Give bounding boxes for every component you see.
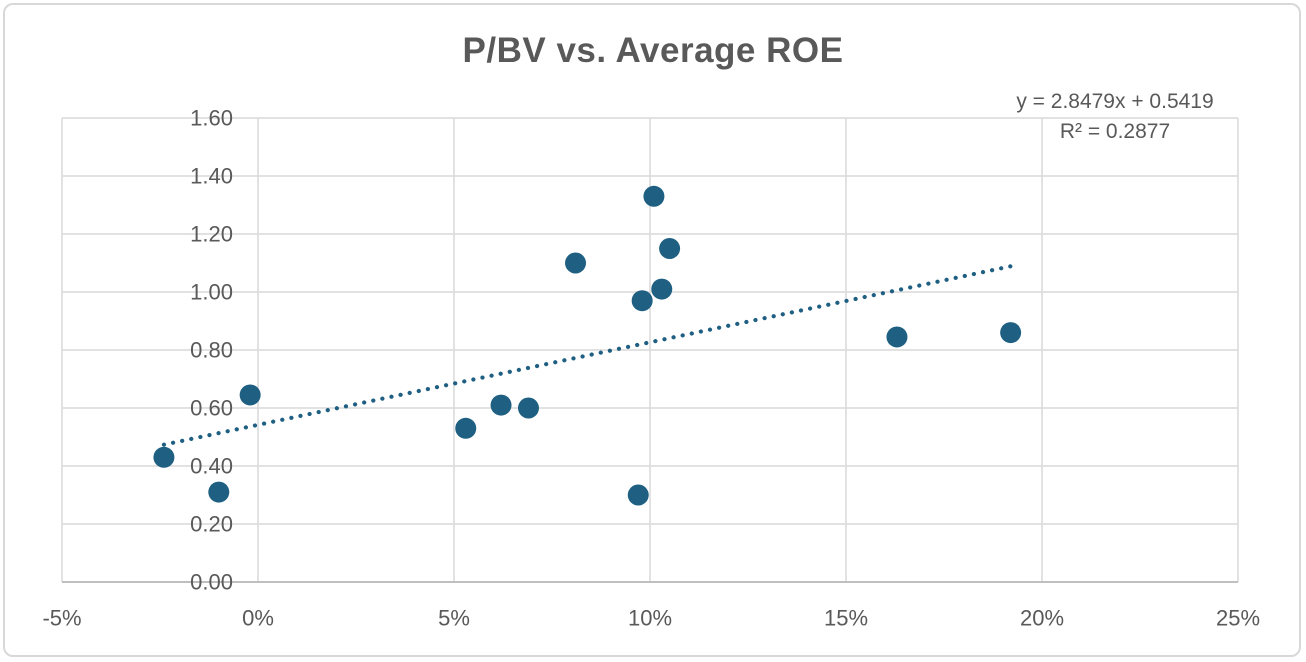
data-point[interactable] [455,417,477,439]
trendline-r-squared: R² = 0.2877 [1059,119,1171,143]
y-tick-label: 0.80 [190,338,233,363]
trendline-equation: y = 2.8479x + 0.5419 [1016,90,1214,113]
data-point[interactable] [517,397,539,419]
y-tick-label: 0.00 [190,570,233,595]
data-point[interactable] [208,481,230,503]
y-tick-label: 0.40 [190,454,233,479]
x-tick-label: 25% [1216,606,1260,631]
x-tick-label: 20% [1020,606,1064,631]
data-point[interactable] [239,384,261,406]
trendline-annotation: y = 2.8479x + 0.5419 R² = 0.2877 [975,87,1255,147]
trendline[interactable] [161,262,1019,447]
y-tick-label: 0.20 [190,512,233,537]
x-tick-label: 0% [242,606,274,631]
data-point[interactable] [490,394,512,416]
data-point[interactable] [659,238,681,259]
chart-title: P/BV vs. Average ROE [462,31,844,70]
y-tick-label: 1.40 [190,164,233,189]
data-point[interactable] [153,446,175,468]
data-point[interactable] [651,278,673,300]
data-point[interactable] [627,484,649,506]
data-point[interactable] [565,252,587,274]
y-tick-label: 1.00 [190,280,233,305]
data-point[interactable] [643,185,665,207]
x-tick-label: 10% [628,606,672,631]
y-tick-label: 1.60 [190,106,233,131]
data-point[interactable] [886,326,908,348]
y-tick-label: 0.60 [190,396,233,421]
x-tick-label: -5% [42,606,81,631]
y-tick-label: 1.20 [190,222,233,247]
data-point[interactable] [1000,322,1022,344]
x-tick-label: 15% [824,606,868,631]
x-tick-label: 5% [438,606,470,631]
data-point[interactable] [631,290,653,312]
